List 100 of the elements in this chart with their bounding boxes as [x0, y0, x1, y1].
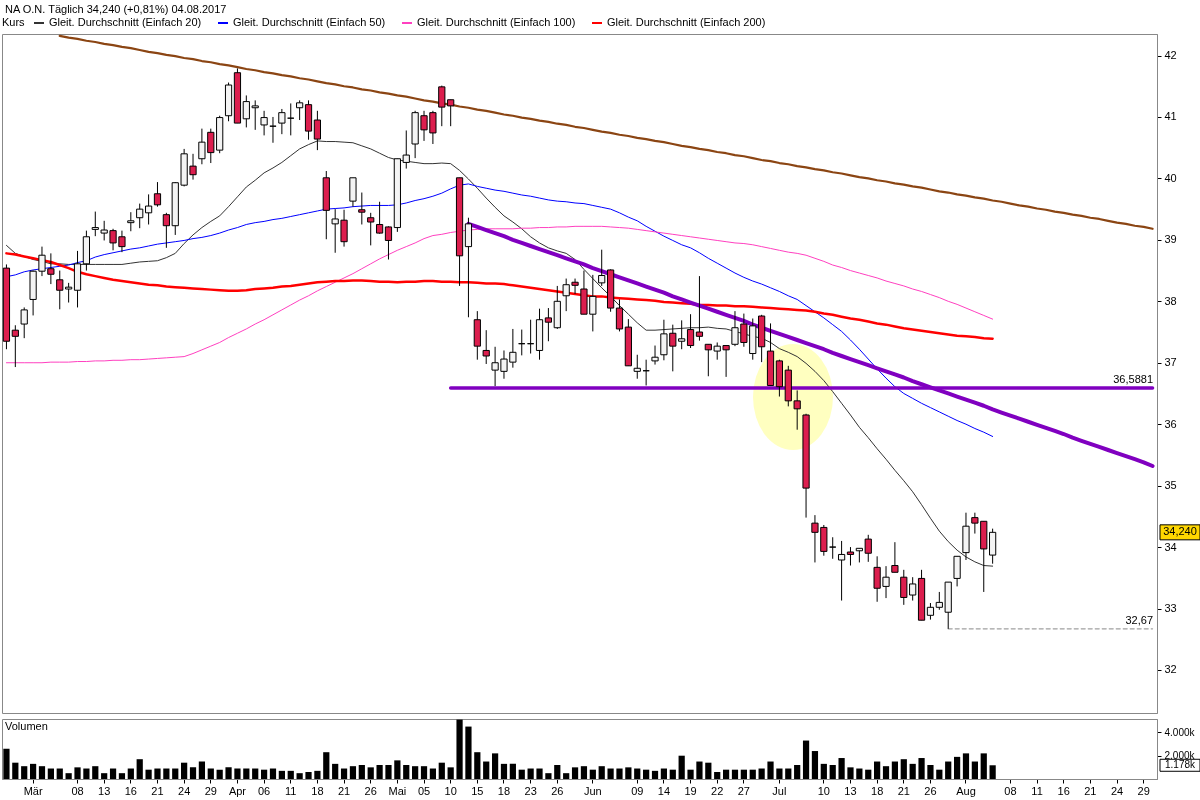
bar — [412, 766, 419, 779]
x-tick-label: 16 — [1057, 784, 1070, 797]
bar — [945, 761, 952, 779]
bar — [403, 765, 410, 779]
y-tick-label: 39 — [1164, 233, 1177, 246]
candlestick — [127, 211, 135, 232]
candlestick — [598, 249, 606, 287]
bar — [722, 769, 730, 779]
bar — [571, 767, 579, 779]
candlestick — [615, 298, 624, 332]
candlestick — [633, 354, 641, 380]
bar — [918, 758, 925, 779]
candlestick — [651, 345, 659, 366]
x-tick-label: Jul — [772, 784, 787, 797]
bar — [731, 769, 739, 779]
candlestick — [384, 225, 393, 261]
candlestick — [544, 307, 553, 342]
x-tick-label: 21 — [337, 784, 351, 797]
bar — [92, 766, 99, 779]
x-tick-label: 09 — [631, 784, 644, 797]
bar — [785, 768, 792, 779]
y-tick-label: 38 — [1164, 294, 1177, 307]
y-tick-label: 33 — [1164, 602, 1177, 615]
bar — [705, 762, 712, 779]
bar — [38, 766, 46, 779]
candlestick — [296, 99, 304, 121]
y-tick-label: 34 — [1164, 540, 1177, 553]
x-tick-label: 08 — [71, 784, 84, 797]
x-tick-label: 27 — [737, 784, 750, 797]
annotation: 36,5881 — [1113, 373, 1153, 386]
bar — [545, 773, 552, 779]
legend-label: Gleit. Durchschnitt (Einfach 50) — [233, 16, 386, 28]
candlestick — [482, 329, 490, 365]
candlestick — [11, 324, 19, 368]
x-tick-label: 21 — [151, 784, 164, 797]
candlestick — [846, 546, 855, 567]
y-tick-label: 40 — [1164, 171, 1177, 184]
bar — [607, 768, 614, 779]
bar — [429, 768, 437, 779]
bar — [563, 773, 570, 779]
annotation: 32,67 — [1125, 613, 1153, 626]
line-series — [58, 34, 1154, 230]
bar — [109, 768, 117, 779]
x-tick-label: 18 — [311, 784, 324, 797]
bar — [749, 769, 756, 779]
bar — [189, 767, 197, 779]
bar — [811, 751, 819, 779]
bar — [838, 758, 845, 779]
bar — [465, 726, 472, 779]
x-tick-label: 29 — [1137, 784, 1150, 797]
x-tick-label: 10 — [444, 784, 457, 797]
bar — [882, 766, 890, 779]
bar — [438, 762, 445, 779]
x-tick-label: Jun — [583, 784, 602, 797]
x-tick-label: 13 — [844, 784, 857, 797]
x-tick-label: 24 — [178, 784, 191, 797]
candlestick — [953, 555, 961, 587]
bar — [349, 766, 357, 779]
bar — [358, 765, 365, 779]
bar — [385, 765, 392, 779]
bar — [696, 761, 703, 779]
x-tick-label: Mai — [388, 784, 407, 797]
bar — [953, 756, 961, 779]
x-tick-label: 26 — [551, 784, 564, 797]
bar — [518, 769, 525, 779]
x-tick-label: 11 — [1031, 784, 1043, 797]
bar — [856, 768, 863, 779]
bar — [198, 761, 206, 779]
candlestick — [278, 108, 286, 135]
bar — [376, 765, 383, 779]
x-tick-label: 05 — [417, 784, 431, 797]
x-tick-label: 08 — [1004, 784, 1017, 797]
bar — [971, 761, 978, 779]
x-tick-label: 14 — [657, 784, 671, 797]
bar — [163, 768, 170, 779]
bar — [21, 766, 28, 779]
bar — [989, 765, 996, 779]
bar — [891, 761, 899, 779]
bar — [491, 753, 499, 779]
bar — [936, 769, 943, 779]
bar — [12, 762, 19, 779]
x-tick-label: 10 — [817, 784, 830, 797]
candlestick — [313, 110, 322, 151]
x-tick-label: 22 — [711, 784, 724, 797]
candlestick — [375, 201, 384, 235]
bar — [580, 766, 588, 779]
x-tick-label: 15 — [471, 784, 484, 797]
bar — [625, 767, 632, 779]
bar — [651, 770, 659, 779]
bar — [145, 769, 152, 779]
chart-title: NA O.N. Täglich 34,240 (+0,81%) 04.08.2017 — [5, 3, 227, 15]
x-tick-label: 21 — [1084, 784, 1097, 797]
y-tick-label: 37 — [1164, 356, 1177, 369]
bar — [509, 763, 516, 779]
candlestick — [367, 212, 375, 246]
candlestick — [136, 203, 144, 229]
bar — [216, 769, 223, 779]
bar — [909, 763, 916, 779]
annotation: 1.178k — [1164, 759, 1197, 771]
bar — [278, 770, 285, 779]
